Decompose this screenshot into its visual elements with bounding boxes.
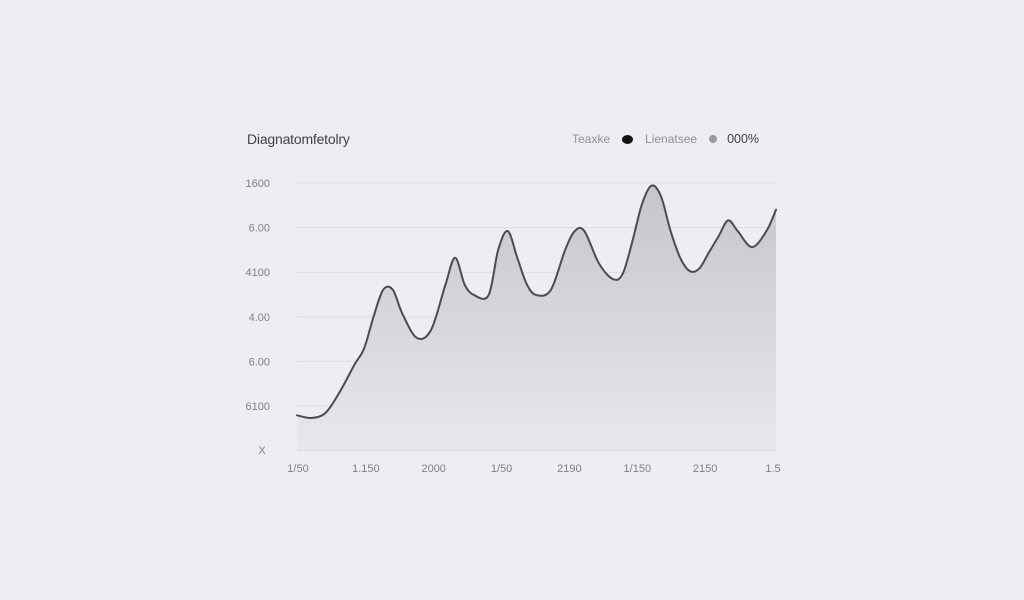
legend-value-text: 000% (727, 132, 760, 146)
y-tick-label: 4100 (246, 267, 270, 279)
y-axis-ticks: 1600 6.00 4100 4.00 6.00 6100 (246, 178, 270, 413)
series-line-layer (296, 184, 777, 420)
x-tick-label: 2150 (693, 463, 717, 475)
x-tick-label: 2000 (421, 463, 445, 475)
x-tick-label: 1.150 (352, 463, 380, 475)
y-tick-label: 1600 (246, 178, 270, 190)
area-fill-layer (297, 185, 776, 450)
series-area-fill (297, 185, 776, 450)
x-tick-label: 2190 (557, 463, 581, 475)
legend-label-1: Teaxke (572, 132, 611, 146)
legend-label-2: Lienatsee (645, 132, 698, 146)
x-tick-label: 1/50 (287, 463, 308, 475)
x-axis-marker: X (258, 445, 266, 457)
x-tick-label: 1/50 (491, 463, 512, 475)
series-line (296, 184, 777, 420)
chart-title: Diagnatomfetolry (247, 131, 350, 147)
chart-legend: Teaxke Lienatsee 000% (572, 131, 759, 147)
x-tick-label: 1.5 (765, 463, 780, 475)
y-tick-label: 6100 (246, 401, 270, 413)
y-tick-label: 6.00 (249, 223, 270, 235)
x-tick-label: 1/150 (624, 463, 652, 475)
legend-gray-dot-icon (709, 135, 718, 143)
y-tick-label: 4.00 (249, 312, 270, 324)
x-axis-ticks: 1/50 1.150 2000 1/50 2190 1/150 2150 1.5 (287, 463, 780, 475)
y-tick-label: 6.00 (249, 356, 270, 368)
legend-dark-dot-icon (622, 134, 634, 144)
